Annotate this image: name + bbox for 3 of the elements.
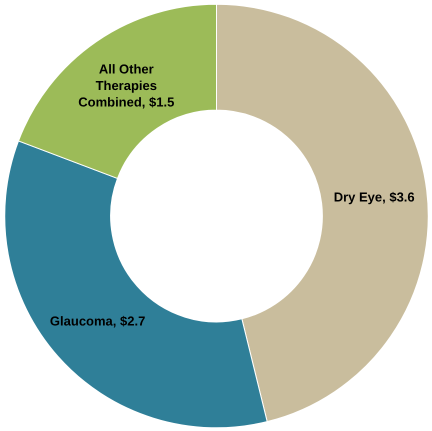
slice-label: Glaucoma, $2.7 — [50, 314, 146, 329]
slice-label: All Other Therapies Combined, $1.5 — [78, 62, 174, 110]
slice-label: Dry Eye, $3.6 — [334, 189, 415, 204]
